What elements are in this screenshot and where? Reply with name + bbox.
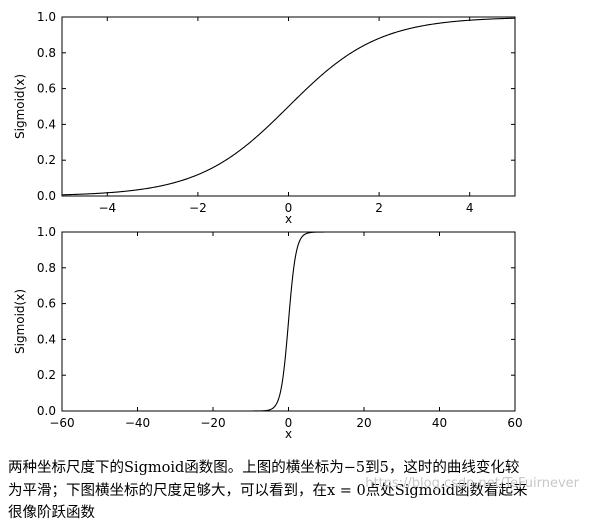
caption-line-3: 很像阶跃函数 — [8, 505, 95, 521]
x-tick-label: −4 — [98, 201, 116, 215]
x-axis-label: x — [285, 427, 292, 441]
x-tick-label: −40 — [125, 416, 150, 430]
y-tick-label: 0.0 — [37, 189, 56, 203]
sigmoid-series-line — [62, 231, 515, 412]
x-tick-label: 20 — [356, 416, 371, 430]
sigmoid-series-line — [61, 17, 516, 196]
x-tick-label: 0 — [285, 416, 293, 430]
x-axis-label: x — [285, 212, 292, 226]
x-tick-label: −20 — [200, 416, 225, 430]
y-tick-label: 0.8 — [37, 46, 56, 60]
y-axis-label: Sigmoid(x) — [13, 289, 27, 354]
chart-bottom-sigmoid-wide-range: −60 −40 −20 0 20 40 60 0.0 0.2 0.4 0.6 0.8 1.0 x Sigmo… — [13, 225, 523, 441]
x-tick-label: −2 — [189, 201, 207, 215]
watermark: https://blog.csdn.net/TeFuirnever — [365, 476, 579, 491]
y-tick-label: 1.0 — [37, 225, 56, 239]
chart-top-sigmoid-narrow-range: −4 −2 0 2 4 0.0 0.2 0.4 0.6 0.8 1.0 x Sigmoid(x) — [13, 10, 516, 226]
x-tick-label: 60 — [507, 416, 522, 430]
y-tick-label: 0.4 — [37, 332, 56, 346]
y-tick-label: 0.6 — [37, 297, 56, 311]
x-tick-label: 40 — [432, 416, 447, 430]
y-tick-label: 1.0 — [37, 10, 56, 24]
x-tick-label: 4 — [466, 201, 474, 215]
x-tick-label: 2 — [375, 201, 383, 215]
x-tick-label: −60 — [49, 416, 74, 430]
caption-line-1: 两种坐标尺度下的Sigmoid函数图。上图的横坐标为−5到5，这时的曲线变化较 — [8, 460, 520, 476]
y-axis-label: Sigmoid(x) — [13, 74, 27, 139]
y-tick-label: 0.6 — [37, 82, 56, 96]
y-tick-label: 0.2 — [37, 368, 56, 382]
y-tick-label: 0.2 — [37, 153, 56, 167]
x-tick-label: 0 — [285, 201, 293, 215]
y-tick-label: 0.4 — [37, 117, 56, 131]
caption-line-2: 为平滑；下图横坐标的尺度足够大，可以看到，在x = 0点处Sigmoid函数看起… — [8, 482, 528, 499]
y-tick-label: 0.0 — [37, 404, 56, 418]
figure-caption: 两种坐标尺度下的Sigmoid函数图。上图的横坐标为−5到5，这时的曲线变化较 … — [8, 457, 593, 525]
y-tick-label: 0.8 — [37, 261, 56, 275]
